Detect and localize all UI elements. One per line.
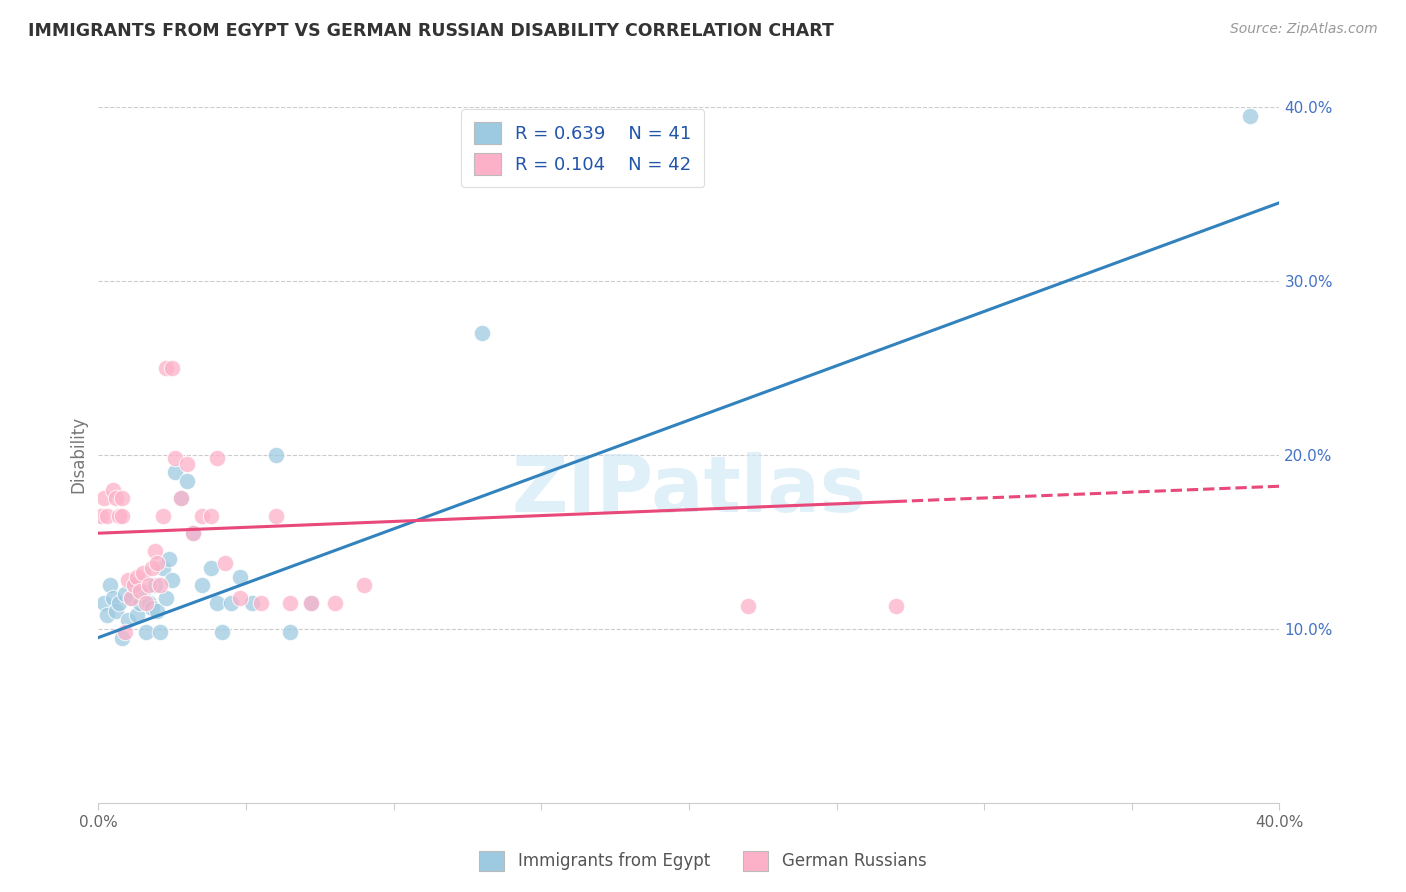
Point xyxy=(211,625,233,640)
Point xyxy=(219,596,242,610)
Point xyxy=(170,491,193,506)
Text: IMMIGRANTS FROM EGYPT VS GERMAN RUSSIAN DISABILITY CORRELATION CHART: IMMIGRANTS FROM EGYPT VS GERMAN RUSSIAN … xyxy=(28,22,834,40)
Point xyxy=(120,591,142,605)
Point xyxy=(278,596,302,610)
Point xyxy=(229,570,252,584)
Point xyxy=(1239,109,1261,123)
Point xyxy=(191,508,214,523)
Point xyxy=(143,543,166,558)
Point xyxy=(176,474,198,488)
Legend: R = 0.639    N = 41, R = 0.104    N = 42: R = 0.639 N = 41, R = 0.104 N = 42 xyxy=(461,109,704,187)
Point xyxy=(125,570,148,584)
Point xyxy=(353,578,375,592)
Point xyxy=(125,607,148,622)
Point xyxy=(155,591,177,605)
Point xyxy=(205,451,228,466)
Point xyxy=(111,631,134,645)
Point xyxy=(103,483,125,497)
Point xyxy=(149,625,172,640)
Point xyxy=(128,583,150,598)
Point xyxy=(205,596,228,610)
Point xyxy=(240,596,263,610)
Point xyxy=(132,583,155,598)
Point xyxy=(229,591,252,605)
Point xyxy=(471,326,494,340)
Y-axis label: Disability: Disability xyxy=(69,417,87,493)
Point xyxy=(264,508,287,523)
Point xyxy=(90,508,112,523)
Point xyxy=(135,625,157,640)
Point xyxy=(132,566,155,581)
Point xyxy=(138,596,160,610)
Point xyxy=(884,599,907,614)
Point xyxy=(141,601,163,615)
Point xyxy=(737,599,759,614)
Point xyxy=(141,561,163,575)
Point xyxy=(214,556,236,570)
Point xyxy=(200,508,222,523)
Point xyxy=(146,556,169,570)
Text: ZIPatlas: ZIPatlas xyxy=(512,451,866,528)
Point xyxy=(128,596,150,610)
Point xyxy=(96,508,118,523)
Point xyxy=(299,596,322,610)
Point xyxy=(162,573,183,587)
Point xyxy=(200,561,222,575)
Point xyxy=(117,613,139,627)
Point xyxy=(181,526,204,541)
Point xyxy=(103,591,125,605)
Point xyxy=(191,578,214,592)
Point xyxy=(93,596,115,610)
Point xyxy=(138,578,160,592)
Point xyxy=(105,605,128,619)
Point xyxy=(165,466,187,480)
Point xyxy=(299,596,322,610)
Point xyxy=(250,596,273,610)
Point xyxy=(165,451,187,466)
Point xyxy=(176,457,198,471)
Point xyxy=(122,578,145,592)
Point xyxy=(323,596,346,610)
Point xyxy=(155,360,177,375)
Point xyxy=(96,607,118,622)
Point xyxy=(111,508,134,523)
Point xyxy=(149,578,172,592)
Point xyxy=(143,578,166,592)
Point xyxy=(264,448,287,462)
Point xyxy=(181,526,204,541)
Point xyxy=(111,491,134,506)
Point xyxy=(152,561,174,575)
Point xyxy=(152,508,174,523)
Point xyxy=(108,508,131,523)
Point xyxy=(98,578,121,592)
Point xyxy=(278,625,302,640)
Text: Source: ZipAtlas.com: Source: ZipAtlas.com xyxy=(1230,22,1378,37)
Point xyxy=(120,591,142,605)
Point xyxy=(162,360,183,375)
Point xyxy=(93,491,115,506)
Point xyxy=(114,587,136,601)
Point xyxy=(157,552,180,566)
Point xyxy=(108,596,131,610)
Point xyxy=(135,596,157,610)
Point xyxy=(122,578,145,592)
Point xyxy=(170,491,193,506)
Legend: Immigrants from Egypt, German Russians: Immigrants from Egypt, German Russians xyxy=(471,842,935,880)
Point xyxy=(105,491,128,506)
Point xyxy=(117,573,139,587)
Point xyxy=(146,605,169,619)
Point xyxy=(114,625,136,640)
